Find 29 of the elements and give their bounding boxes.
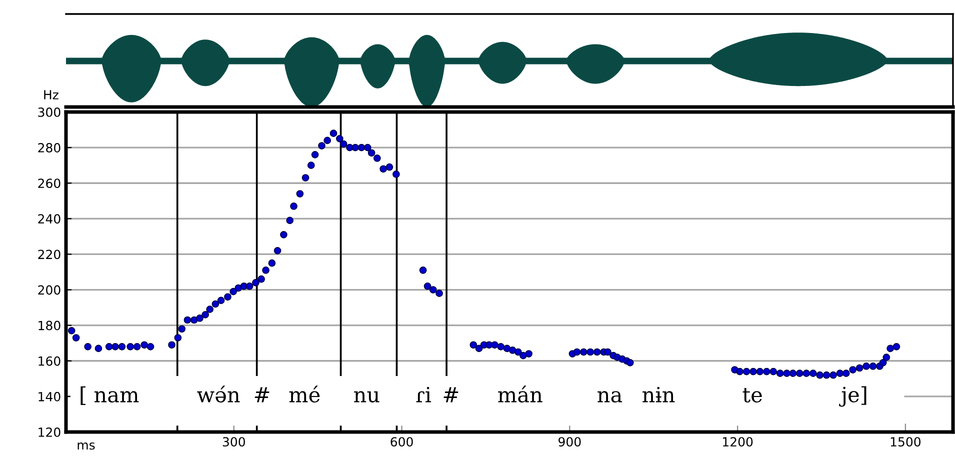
annotation: mán: [498, 386, 542, 403]
y-tick-label: 180: [38, 320, 60, 330]
annotation: nɨn: [642, 386, 675, 402]
annotation: te: [742, 388, 762, 403]
y-tick-label: 140: [38, 392, 60, 402]
y-tick-label: 300: [38, 107, 60, 117]
annotation: ɾi: [416, 386, 432, 402]
annotation: #: [444, 387, 458, 402]
y-tick-label: 160: [38, 356, 60, 366]
x-tick-label: 1500: [890, 437, 921, 447]
annotation: wə́n: [197, 386, 240, 403]
annotation: nu: [354, 391, 380, 403]
y-tick-label: 220: [38, 250, 60, 260]
y-axis-title: Hz: [44, 90, 58, 100]
annotation: je]: [839, 386, 866, 407]
y-tick-label: 120: [38, 427, 60, 437]
y-tick-label: 260: [38, 178, 60, 188]
annotation: mé: [289, 386, 320, 403]
y-tick-label: 200: [38, 285, 60, 295]
annotation: #: [254, 387, 270, 402]
annotation: na: [598, 391, 622, 403]
x-tick-label: 600: [390, 437, 413, 447]
x-tick-label: 300: [222, 437, 245, 447]
x-tick-label: 1200: [723, 437, 753, 447]
y-tick-label: 280: [38, 143, 60, 152]
annotation: [ nam: [80, 386, 139, 405]
x-tick-label: 900: [558, 437, 581, 447]
y-tick-label: 240: [38, 214, 60, 224]
x-axis-title: ms: [78, 442, 95, 450]
